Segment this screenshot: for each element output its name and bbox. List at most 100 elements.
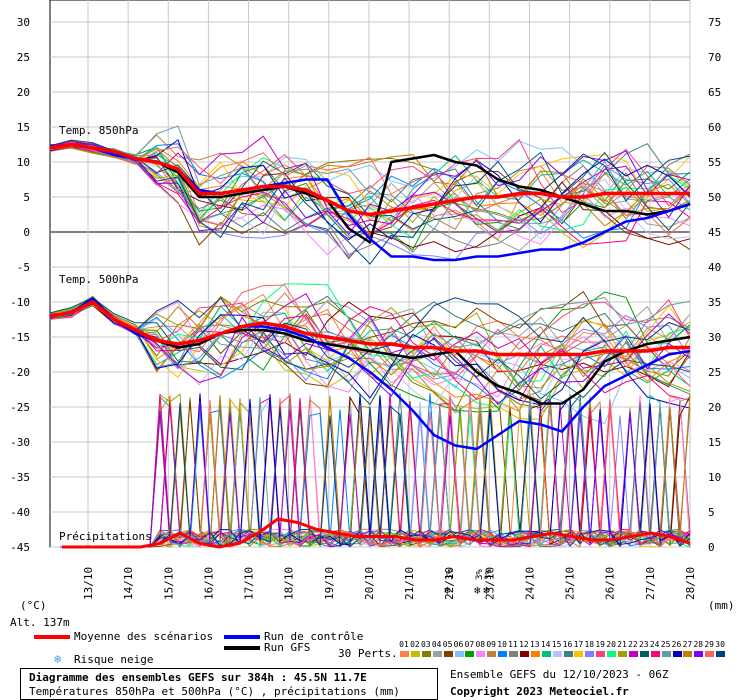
snow-percent: 3% [475, 569, 485, 580]
ensemble-member-line [49, 297, 691, 406]
y-left-tick: 25 [17, 51, 30, 64]
ensemble-member-line [49, 298, 691, 392]
pert-number: 22 [628, 640, 638, 649]
ensemble-member-line [49, 125, 691, 231]
y-right-tick: 0 [708, 541, 715, 554]
snow-marker: 3% ❄ [483, 569, 494, 597]
y-left-tick: -5 [17, 261, 30, 274]
ensemble-member-line [49, 293, 691, 383]
y-left-tick: -35 [10, 471, 30, 484]
y-right-tick: 50 [708, 191, 721, 204]
y-left-tick: 0 [23, 226, 30, 239]
ensemble-member-line [49, 142, 691, 253]
pert-number: 14 [540, 640, 551, 649]
copyright: Copyright 2023 Meteociel.fr [450, 685, 629, 698]
y-left-unit: (°C) [20, 599, 47, 612]
y-right-tick: 20 [708, 401, 721, 414]
ensemble-member-line [49, 139, 691, 241]
pert-number: 05 [442, 640, 453, 649]
ensemble-member-line [49, 301, 691, 382]
panel-label-t850: Temp. 850hPa [59, 124, 138, 137]
panel-label-t500: Temp. 500hPa [59, 273, 138, 286]
ensemble-member-line [49, 302, 691, 420]
ensemble-member-line [49, 299, 691, 401]
snow-marker: 3% ❄ [444, 569, 455, 597]
pert-number: 09 [486, 640, 496, 649]
pert-color-swatch [509, 651, 518, 657]
y-left-tick: 20 [17, 86, 30, 99]
y-right-tick: 75 [708, 16, 721, 29]
pert-number: 25 [660, 640, 671, 649]
x-tick: 17/10 [243, 567, 256, 600]
pert-color-swatch [650, 651, 660, 657]
y-right-unit: (mm) [708, 599, 735, 612]
ensemble-member-line [49, 143, 691, 236]
pert-number: 18 [584, 640, 595, 649]
x-tick: 24/10 [523, 567, 536, 600]
pert-number: 23 [638, 640, 649, 649]
axis-labels: 302520151050-5-10-15-20-25-30-35-40-4575… [10, 16, 721, 600]
pert-number: 30 [715, 640, 725, 649]
y-right-tick: 45 [708, 226, 721, 239]
ensemble-member-line [49, 143, 691, 232]
ensemble-member-line [49, 143, 691, 236]
pert-number: 26 [671, 640, 682, 649]
title-box: Diagramme des ensembles GEFS sur 384h : … [20, 668, 438, 700]
ensemble-member-line [49, 135, 691, 233]
pert-color-swatch [596, 651, 606, 657]
precip-mean-line [62, 517, 691, 549]
y-left-tick: -30 [10, 436, 30, 449]
pert-number: 21 [617, 640, 627, 649]
pert-color-swatch [410, 651, 420, 657]
ensemble-member-line [49, 134, 691, 230]
y-right-tick: 35 [708, 296, 721, 309]
x-tick: 15/10 [162, 567, 175, 600]
pert-number: 03 [420, 640, 431, 649]
pert-color-swatch [443, 651, 453, 657]
ensemble-member-line [49, 143, 691, 239]
snow-label: Risque neige [74, 653, 154, 666]
pert-color-swatch [421, 651, 431, 657]
pert-number: 11 [508, 640, 518, 649]
pert-color-swatch [585, 651, 595, 657]
x-tick: 21/10 [403, 567, 416, 600]
pert-color-swatch [672, 651, 682, 657]
panel-label-precip: Précipitations [59, 530, 152, 543]
pert-color-swatch [705, 651, 715, 657]
pert-color-swatch [552, 651, 562, 657]
y-left-tick: 10 [17, 156, 30, 169]
gfs-label: Run GFS [264, 641, 311, 654]
y-left-tick: -40 [10, 506, 30, 519]
control-swatch [224, 635, 260, 639]
legend-area: Moyenne des scénarios Run de contrôle Ru… [0, 628, 740, 700]
pert-number: 29 [704, 640, 714, 649]
main-series [49, 142, 691, 549]
pert-number: 07 [464, 640, 475, 649]
ensemble-member-line [49, 291, 691, 413]
pert-number: 15 [551, 640, 562, 649]
y-left-tick: 5 [23, 191, 30, 204]
x-tick: 22/10 [443, 567, 456, 600]
snow-markers: 3%❄3%❄3%❄ [444, 569, 494, 597]
snow-marker: 3% ❄ [474, 569, 485, 597]
pert-color-swatch [661, 651, 671, 657]
pert-color-swatch [541, 651, 551, 657]
ensemble-member-line [49, 139, 691, 265]
mean-label: Moyenne des scénarios [74, 630, 214, 643]
y-right-tick: 55 [708, 156, 721, 169]
ensemble-member-line [49, 290, 691, 388]
pert-color-swatch [683, 651, 693, 657]
y-right-tick: 5 [708, 506, 715, 519]
pert-color-swatch [716, 651, 726, 657]
altitude-label: Alt. 137m [10, 616, 70, 628]
pert-number: 10 [497, 640, 507, 649]
pert-number: 13 [529, 640, 540, 649]
y-right-tick: 40 [708, 261, 721, 274]
snowflake-icon: ❄ [444, 584, 451, 597]
pert-color-swatch [476, 651, 486, 657]
ensemble-member-line [49, 303, 691, 401]
pert-number: 28 [693, 640, 704, 649]
x-tick: 18/10 [283, 567, 296, 600]
y-left-tick: 30 [17, 16, 30, 29]
pert-color-swatch [639, 651, 649, 657]
